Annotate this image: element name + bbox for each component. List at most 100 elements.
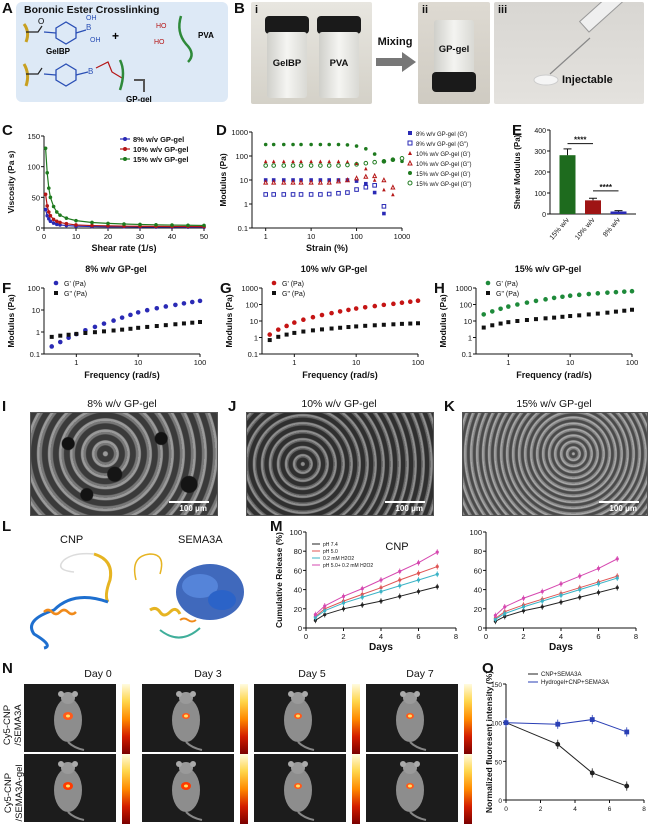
data-point (372, 152, 377, 156)
data-point (364, 181, 368, 186)
data-point (493, 617, 497, 621)
x-axis-label: Days (549, 642, 573, 653)
data-point (154, 223, 158, 227)
data-point (559, 593, 563, 597)
legend-text: pH 5.0+ 0.2 mM H2O2 (323, 563, 373, 569)
legend-marker (486, 291, 490, 295)
panel-label-g: G (220, 280, 232, 297)
y-axis-label: Normalized fluoresent intensity (%) (484, 671, 494, 813)
data-point (55, 219, 59, 224)
legend-marker (53, 280, 59, 286)
photo-gel-vial: ii GP-gel (418, 2, 490, 104)
data-point (345, 190, 350, 195)
data-point (281, 159, 286, 164)
legend-marker (408, 151, 412, 155)
data-point (567, 293, 573, 299)
sub-label-iii: iii (498, 4, 508, 16)
panel-label-f: F (2, 280, 12, 297)
data-point (197, 298, 203, 304)
x-tick-label: 8 (454, 632, 458, 641)
data-point (154, 305, 160, 311)
y-tick-label: 1 (36, 328, 40, 337)
data-point (559, 600, 563, 604)
data-point (360, 592, 364, 596)
legend-text: 8% w/v GP-gel (G') (416, 132, 467, 138)
data-point (298, 163, 304, 168)
x-tick-label: 0 (484, 632, 488, 641)
mouse-icon (54, 691, 85, 751)
data-point (568, 314, 573, 319)
x-tick-label: 1 (506, 358, 510, 367)
data-point (408, 321, 413, 326)
colorbar (122, 684, 130, 754)
data-point (64, 216, 69, 220)
data-point (318, 163, 323, 168)
data-point (338, 325, 343, 330)
data-point (92, 330, 97, 335)
data-point (291, 159, 295, 164)
legend-text: G" (Pa) (64, 291, 87, 298)
data-point (144, 307, 150, 313)
legend-text: G' (Pa) (282, 281, 304, 288)
data-point (319, 327, 324, 332)
x-tick-label: 1000 (394, 232, 411, 241)
series-line (45, 194, 205, 228)
sem-title-8: 8% w/v GP-gel (87, 398, 157, 410)
y-tick-label: 0.1 (248, 350, 258, 359)
data-point (326, 191, 332, 197)
data-point (284, 323, 289, 329)
data-point (47, 210, 51, 214)
data-point (271, 179, 277, 185)
data-point (346, 307, 351, 313)
data-point (416, 321, 420, 326)
data-point (181, 321, 186, 326)
data-point (49, 344, 55, 349)
data-point (481, 312, 487, 317)
svg-text:OH: OH (86, 15, 97, 22)
data-point (521, 605, 526, 609)
data-point (119, 315, 125, 320)
data-point (336, 163, 341, 168)
legend-marker (54, 291, 58, 295)
y-tick-label: 20 (474, 605, 482, 614)
mouse-icon (172, 691, 203, 751)
data-point (313, 612, 317, 617)
data-point (399, 156, 405, 161)
data-point (326, 179, 332, 185)
y-tick-label: 400 (534, 128, 546, 135)
mouse-icon (396, 691, 427, 751)
y-tick-label: 100 (27, 163, 40, 172)
data-point (51, 204, 56, 209)
data-point (503, 720, 509, 726)
svg-text:HO: HO (154, 39, 165, 46)
data-point (290, 179, 296, 185)
data-point (506, 304, 511, 309)
data-point (416, 578, 421, 582)
data-point (578, 595, 582, 599)
colorbar (464, 754, 472, 824)
data-point (363, 184, 369, 190)
data-point (317, 179, 324, 185)
y-tick-label: 0.1 (30, 350, 40, 359)
ivis-image (254, 684, 346, 752)
data-point (135, 310, 141, 315)
panel-label-j: J (228, 398, 237, 415)
data-point (503, 605, 507, 609)
data-point (263, 192, 268, 197)
data-point (336, 159, 341, 164)
data-point (281, 163, 287, 168)
data-point (51, 217, 56, 222)
data-point (615, 576, 619, 580)
row-label-free: Cy5-CNP/SEMA3A (2, 704, 24, 746)
data-point (435, 564, 439, 569)
data-point (327, 142, 332, 147)
y-axis-label: Modulus (Pa) (218, 153, 228, 207)
x-tick-label: 10 (134, 358, 142, 367)
data-point (345, 162, 350, 168)
data-point (551, 295, 557, 301)
data-point (345, 143, 350, 147)
legend-text: G" (Pa) (496, 291, 519, 298)
photo-vials: i GelBP PVA (251, 2, 372, 104)
data-point (503, 612, 507, 616)
